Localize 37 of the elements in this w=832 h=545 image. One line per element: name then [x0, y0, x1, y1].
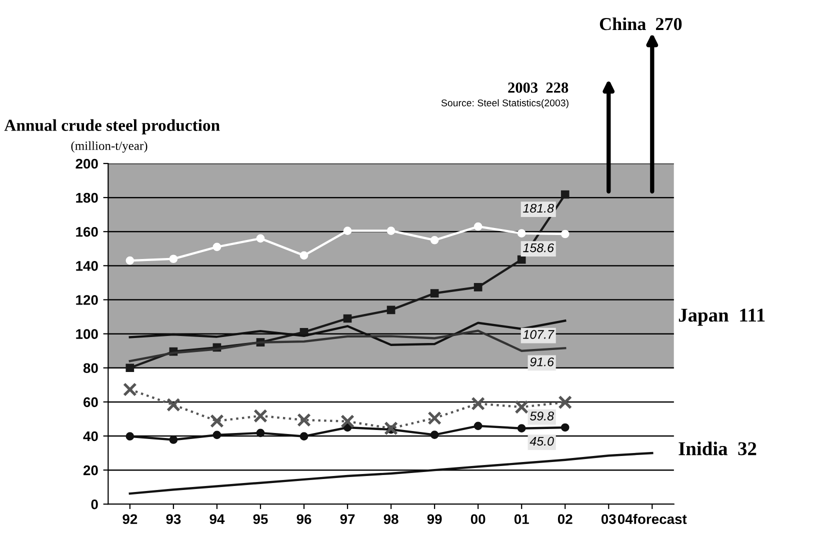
- y-tick-label: 140: [76, 261, 98, 271]
- text: China 270: [600, 17, 682, 30]
- data-label: 59.8: [530, 412, 554, 420]
- x-tick-label: 94: [210, 514, 225, 524]
- x-tick-label: 01: [514, 514, 529, 524]
- x-tick-label: 95: [253, 514, 268, 524]
- x-tick-label: 04forecast: [618, 514, 687, 524]
- data-label: 181.8: [523, 204, 554, 213]
- x-tick-label: 93: [166, 514, 181, 524]
- data-label: 91.6: [530, 357, 554, 366]
- x-tick-label: 97: [340, 514, 355, 524]
- data-label: 107.7: [523, 330, 554, 339]
- x-tick-label: 92: [122, 514, 138, 524]
- x-tick-label: 00: [470, 514, 486, 524]
- y-tick-label: 180: [76, 192, 98, 203]
- source-note: Source: Steel Statistics(2003): [441, 99, 568, 108]
- y-tick-label: 0: [91, 499, 98, 510]
- text: Japan 111: [678, 308, 765, 326]
- x-tick-label: 99: [427, 514, 442, 524]
- y-tick-label: 40: [83, 431, 98, 442]
- text: Inidia 32: [678, 442, 756, 456]
- x-tick-label: 02: [558, 514, 572, 524]
- x-tick-label: 03: [601, 514, 616, 524]
- y-tick-label: 120: [76, 295, 98, 305]
- chart-title: Annual crude steel production: [4, 119, 220, 134]
- y-tick-label: 20: [83, 465, 98, 476]
- x-tick-label: 98: [384, 514, 398, 524]
- data-label: 158.6: [523, 243, 554, 252]
- data-label: 45.0: [530, 436, 554, 446]
- y-tick-label: 200: [76, 158, 98, 169]
- y-tick-label: 60: [84, 397, 98, 408]
- y-tick-label: 80: [83, 363, 98, 374]
- x-tick-label: 96: [296, 514, 312, 524]
- text: 2003 228: [508, 82, 568, 93]
- chart-subtitle: (million-t/year): [71, 141, 148, 153]
- y-tick-label: 100: [76, 329, 98, 339]
- y-tick-label: 160: [76, 226, 98, 237]
